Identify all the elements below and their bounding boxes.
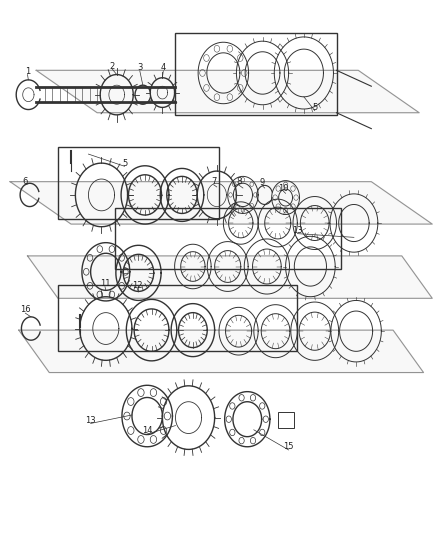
Text: 14: 14: [142, 426, 152, 435]
Text: 15: 15: [283, 442, 294, 451]
Text: 9: 9: [260, 178, 265, 187]
Text: 13: 13: [292, 226, 303, 235]
Text: 8: 8: [236, 177, 241, 186]
Bar: [176, 33, 336, 115]
Text: 16: 16: [20, 305, 31, 314]
Text: 11: 11: [100, 279, 110, 288]
Text: 10: 10: [278, 183, 289, 192]
Polygon shape: [19, 330, 424, 373]
Bar: [278, 412, 294, 427]
Bar: [58, 285, 297, 351]
Polygon shape: [28, 256, 432, 298]
Text: 1: 1: [25, 67, 30, 76]
Bar: [115, 208, 341, 269]
Text: 5: 5: [122, 159, 127, 167]
Polygon shape: [36, 70, 419, 113]
Text: 7: 7: [211, 177, 216, 186]
Text: 12: 12: [132, 280, 142, 289]
Polygon shape: [10, 182, 432, 224]
Text: 5: 5: [312, 103, 318, 112]
Bar: [58, 147, 219, 219]
Text: 13: 13: [85, 416, 96, 425]
Text: 2: 2: [110, 62, 115, 70]
Text: 6: 6: [23, 177, 28, 186]
Text: 4: 4: [161, 63, 166, 72]
Text: 3: 3: [137, 63, 142, 72]
